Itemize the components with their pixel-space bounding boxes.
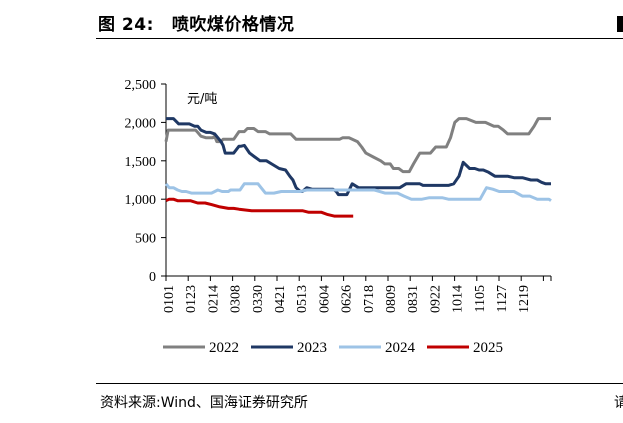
series-line-2025 [165,197,354,218]
x-tick-label-0308: 0308 [229,285,244,313]
x-tick-label-1127: 1127 [495,285,510,312]
x-tick-label-0214: 0214 [206,285,221,313]
figure-number: 图 24: [98,15,154,35]
y-tick-label-1000: 1,000 [125,193,157,208]
x-tick-label-0421: 0421 [273,285,288,313]
legend-label-2024: 2024 [385,340,416,356]
y-tick-label-2500: 2,500 [125,78,157,93]
x-tick-label-0626: 0626 [340,285,355,313]
x-tick-label-0101: 0101 [162,285,177,313]
y-unit-label: 元/吨 [187,92,217,107]
title-rule [96,38,623,39]
y-tick-label-500: 500 [135,232,156,247]
x-tick-label-0604: 0604 [317,285,332,313]
source-note: 资料来源:Wind、国海证券研究所 [100,395,308,411]
x-tick-label-0718: 0718 [362,285,377,313]
legend: 2022 2023 2024 2025 [163,340,503,356]
x-tick-label-1219: 1219 [517,285,532,313]
x-tick-label-0922: 0922 [428,285,443,313]
legend-label-2025: 2025 [473,340,503,356]
legend-label-2023: 2023 [297,340,327,356]
x-tick-label-1014: 1014 [451,285,466,313]
series-line-2024 [164,182,552,202]
x-tick-label-0123: 0123 [184,285,199,313]
y-axis: 0 500 1,000 1,500 2,000 2,500 [125,78,167,285]
series-layer [164,117,552,218]
x-tick-label-1105: 1105 [473,285,488,312]
legend-label-2022: 2022 [209,340,239,356]
source-rule [96,383,623,384]
source-edge-fragment: 请 [614,395,623,411]
series-line-2023 [165,117,551,197]
x-axis: 0101 0123 0214 0308 0330 0421 0513 0604 0626 0718… [162,275,552,313]
y-tick-label-2000: 2,000 [125,116,157,131]
figure-title: 图 24: 喷吹煤价格情况 [98,10,294,35]
figure-title-text: 喷吹煤价格情况 [171,15,295,35]
x-tick-label-0330: 0330 [251,285,266,313]
x-tick-label-0809: 0809 [384,285,399,313]
y-tick-label-1500: 1,500 [125,155,157,170]
x-tick-label-0831: 0831 [406,285,421,313]
x-tick-label-0513: 0513 [295,285,310,313]
page-edge-mark [617,16,623,32]
y-tick-label-0: 0 [149,270,156,285]
